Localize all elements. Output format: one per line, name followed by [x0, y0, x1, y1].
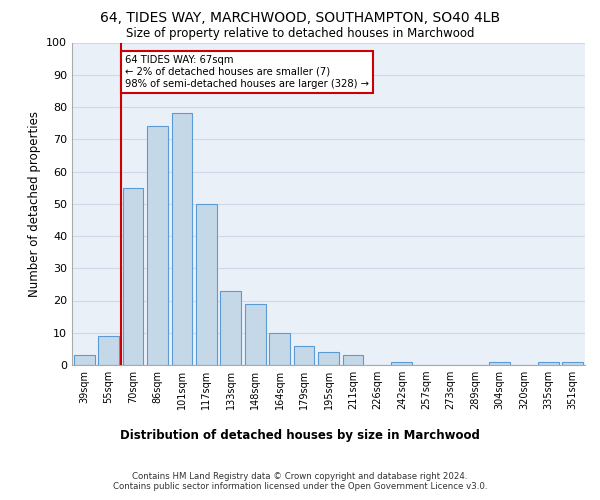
Bar [147, 126, 168, 365]
Bar [245, 304, 266, 365]
Bar [562, 362, 583, 365]
Bar [122, 188, 143, 365]
Bar [269, 333, 290, 365]
Bar [196, 204, 217, 365]
Bar [293, 346, 314, 365]
Bar [98, 336, 119, 365]
Text: 64, TIDES WAY, MARCHWOOD, SOUTHAMPTON, SO40 4LB: 64, TIDES WAY, MARCHWOOD, SOUTHAMPTON, S… [100, 12, 500, 26]
Text: 64 TIDES WAY: 67sqm
← 2% of detached houses are smaller (7)
98% of semi-detached: 64 TIDES WAY: 67sqm ← 2% of detached hou… [125, 56, 368, 88]
Bar [318, 352, 339, 365]
Bar [220, 291, 241, 365]
Y-axis label: Number of detached properties: Number of detached properties [28, 111, 41, 296]
Bar [343, 356, 364, 365]
Bar [391, 362, 412, 365]
Bar [489, 362, 510, 365]
Bar [74, 356, 95, 365]
Text: Distribution of detached houses by size in Marchwood: Distribution of detached houses by size … [120, 430, 480, 442]
Bar [172, 114, 193, 365]
Bar [538, 362, 559, 365]
Text: Size of property relative to detached houses in Marchwood: Size of property relative to detached ho… [126, 28, 474, 40]
Text: Contains HM Land Registry data © Crown copyright and database right 2024.
Contai: Contains HM Land Registry data © Crown c… [113, 472, 487, 491]
